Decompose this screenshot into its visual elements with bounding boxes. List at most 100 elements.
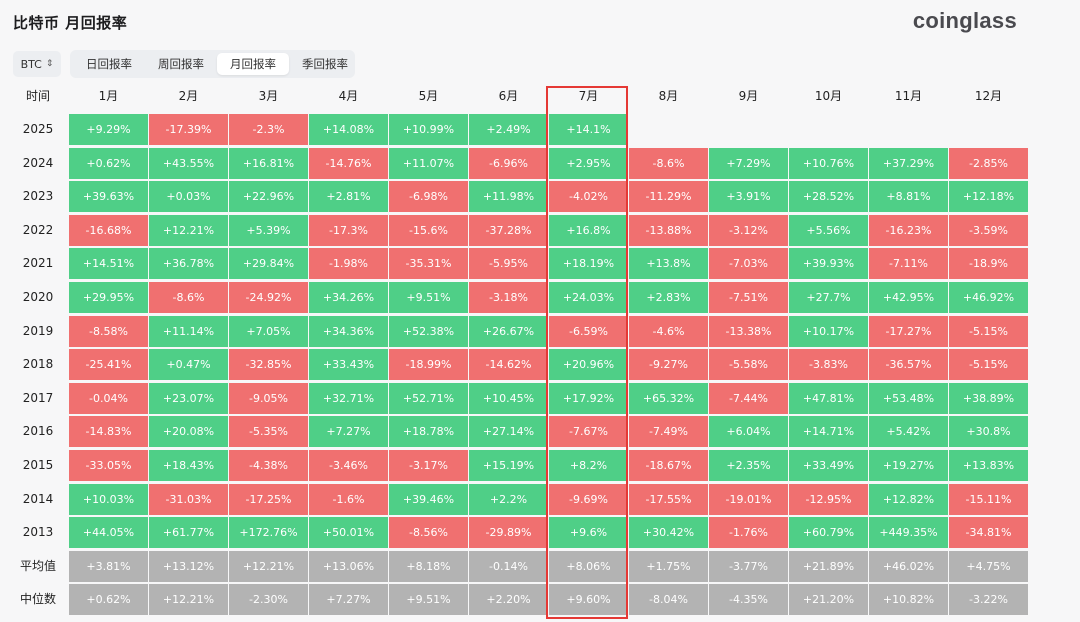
stat-cell: +46.02%	[869, 550, 948, 582]
return-cell: +52.71%	[389, 382, 468, 414]
return-cell: -0.04%	[69, 382, 148, 414]
return-cell: -32.85%	[229, 349, 308, 381]
return-cell: +18.19%	[549, 248, 628, 280]
return-cell: -17.25%	[229, 483, 308, 515]
return-cell: -1.76%	[709, 517, 788, 549]
return-cell: +42.95%	[869, 282, 948, 313]
tab-weekly-return[interactable]: 周回报率	[158, 57, 204, 71]
year-row-label: 2023	[22, 189, 54, 204]
stat-cell: -2.30%	[229, 584, 308, 616]
return-cell: -12.95%	[789, 483, 868, 515]
year-row-label: 2013	[22, 525, 54, 540]
return-cell: -5.95%	[469, 248, 548, 280]
stat-cell: +13.06%	[309, 550, 388, 582]
return-cell: +2.83%	[629, 282, 708, 313]
stat-cell: -3.22%	[949, 584, 1028, 616]
return-cell: +33.43%	[309, 349, 388, 381]
return-cell: +9.29%	[69, 114, 148, 145]
return-cell: +0.47%	[149, 349, 228, 381]
return-cell: +37.29%	[869, 147, 948, 179]
return-cell: -7.03%	[709, 248, 788, 280]
stat-cell: +7.27%	[309, 584, 388, 616]
column-header: 3月	[258, 89, 279, 103]
return-cell: -18.9%	[949, 248, 1028, 280]
return-cell: -7.44%	[709, 382, 788, 414]
return-cell: +10.99%	[389, 114, 468, 145]
return-cell: +14.1%	[549, 114, 628, 145]
stat-cell: -4.35%	[709, 584, 788, 616]
period-tabs: 日回报率 周回报率 月回报率 季回报率	[70, 50, 355, 78]
return-cell: -5.58%	[709, 349, 788, 381]
return-cell: -3.18%	[469, 282, 548, 313]
return-cell: +27.7%	[789, 282, 868, 313]
return-cell: +13.8%	[629, 248, 708, 280]
return-cell: +52.38%	[389, 315, 468, 347]
return-cell: -17.27%	[869, 315, 948, 347]
tab-quarterly-return[interactable]: 季回报率	[302, 57, 348, 71]
return-cell: +12.18%	[949, 181, 1028, 213]
return-cell: -14.76%	[309, 147, 388, 179]
return-cell: -7.11%	[869, 248, 948, 280]
year-row-label: 2016	[22, 424, 54, 439]
return-cell: -15.11%	[949, 483, 1028, 515]
year-row-label: 2022	[22, 222, 54, 237]
tab-monthly-return[interactable]: 月回报率	[217, 53, 289, 75]
return-cell: -3.59%	[949, 214, 1028, 246]
return-cell: +3.91%	[709, 181, 788, 213]
return-cell: -25.41%	[69, 349, 148, 381]
return-cell: +7.29%	[709, 147, 788, 179]
return-cell: -9.27%	[629, 349, 708, 381]
return-cell: +60.79%	[789, 517, 868, 549]
return-cell: +34.36%	[309, 315, 388, 347]
return-cell: +14.51%	[69, 248, 148, 280]
coin-select[interactable]: BTC ⇕	[13, 51, 61, 77]
return-cell: +46.92%	[949, 282, 1028, 313]
return-cell: -5.35%	[229, 416, 308, 448]
return-cell: +36.78%	[149, 248, 228, 280]
return-cell: +39.93%	[789, 248, 868, 280]
return-cell: +23.07%	[149, 382, 228, 414]
coin-select-value: BTC	[20, 57, 42, 71]
return-cell: +22.96%	[229, 181, 308, 213]
column-header: 11月	[894, 89, 923, 103]
return-cell: -6.59%	[549, 315, 628, 347]
return-cell: +47.81%	[789, 382, 868, 414]
return-cell: +29.84%	[229, 248, 308, 280]
return-cell: -3.83%	[789, 349, 868, 381]
return-cell: +5.42%	[869, 416, 948, 448]
stat-cell: +12.21%	[149, 584, 228, 616]
return-cell: +172.76%	[229, 517, 308, 549]
return-cell: +2.81%	[309, 181, 388, 213]
stat-cell: -3.77%	[709, 550, 788, 582]
return-cell: -3.46%	[309, 450, 388, 481]
return-cell: +7.27%	[309, 416, 388, 448]
return-cell: -3.12%	[709, 214, 788, 246]
column-header: 9月	[738, 89, 759, 103]
return-cell: +2.35%	[709, 450, 788, 481]
return-cell: +27.14%	[469, 416, 548, 448]
return-cell: -13.88%	[629, 214, 708, 246]
return-cell: -24.92%	[229, 282, 308, 313]
stat-cell: +0.62%	[69, 584, 148, 616]
return-cell: +24.03%	[549, 282, 628, 313]
stat-cell: +8.06%	[549, 550, 628, 582]
return-cell: +9.51%	[389, 282, 468, 313]
return-cell: +29.95%	[69, 282, 148, 313]
stat-cell: +9.60%	[549, 584, 628, 616]
year-row-label: 2019	[22, 323, 54, 338]
column-header: 7月	[578, 89, 599, 103]
table-corner-label: 时间	[25, 89, 50, 103]
column-header: 6月	[498, 89, 519, 103]
year-row-label: 2025	[22, 122, 54, 136]
return-cell: -19.01%	[709, 483, 788, 515]
stat-cell: +13.12%	[149, 550, 228, 582]
return-cell: -13.38%	[709, 315, 788, 347]
return-cell: -15.6%	[389, 214, 468, 246]
return-cell: +8.81%	[869, 181, 948, 213]
return-cell: +16.8%	[549, 214, 628, 246]
return-cell: +6.04%	[709, 416, 788, 448]
return-cell: +10.76%	[789, 147, 868, 179]
return-cell: +10.17%	[789, 315, 868, 347]
return-cell: -11.29%	[629, 181, 708, 213]
tab-daily-return[interactable]: 日回报率	[86, 57, 132, 71]
